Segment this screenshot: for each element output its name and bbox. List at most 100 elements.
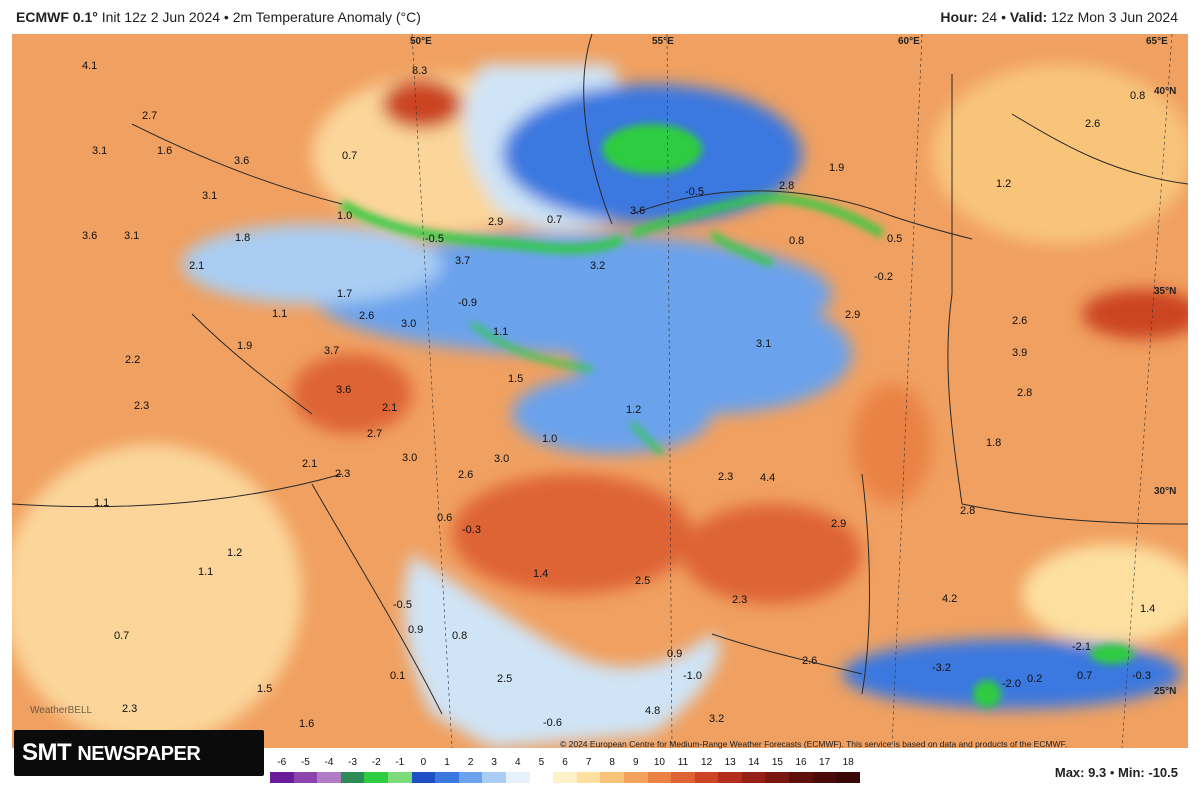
anomaly-value: 2.3	[335, 468, 350, 480]
copyright-notice: © 2024 European Centre for Medium-Range …	[560, 739, 1068, 749]
colorbar-tick: 6	[562, 757, 568, 768]
hour-value: 24	[981, 9, 998, 25]
valid-label: Valid:	[1009, 9, 1048, 25]
anomaly-value: 1.1	[198, 566, 213, 578]
anomaly-value-labels: 4.1 8.3 2.7 3.1 1.6 3.6 0.7 3.1 3.6 3.1 1.0 -0.5 1.8…	[82, 60, 1155, 730]
lat-lon-labels: 50°E 55°E 60°E 65°E 40°N 35°N 30°N 25°N	[410, 36, 1176, 697]
anomaly-value: 1.2	[996, 178, 1011, 190]
anomaly-value: 2.3	[122, 703, 137, 715]
anomaly-value: -0.9	[458, 297, 477, 309]
anomaly-value: 1.2	[626, 404, 641, 416]
colorbar-tick: 12	[701, 757, 713, 768]
colorbar-swatch	[623, 772, 648, 783]
anomaly-value: 1.4	[533, 568, 548, 580]
colorbar-tick: -5	[300, 757, 310, 768]
colorbar-swatch	[482, 772, 506, 783]
anomaly-value: 1.1	[493, 326, 508, 338]
anomaly-value: -0.5	[425, 233, 444, 245]
anomaly-value: 0.7	[1077, 670, 1092, 682]
lat-40-label: 40°N	[1154, 86, 1176, 97]
colorbar-swatch	[411, 772, 436, 783]
bullet: •	[1001, 9, 1006, 25]
max-label: Max:	[1054, 765, 1085, 780]
colorbar-tick: 4	[515, 757, 521, 768]
map-canvas[interactable]: 50°E 55°E 60°E 65°E 40°N 35°N 30°N 25°N …	[12, 34, 1188, 748]
max-value: 9.3	[1088, 765, 1107, 780]
colorbar-swatch	[458, 772, 483, 783]
anomaly-value: 2.3	[134, 400, 149, 412]
max-min-readout: Max: 9.3 • Min: -10.5	[1055, 765, 1178, 780]
colorbar-swatch	[505, 772, 530, 783]
colorbar-tick: 5	[538, 757, 545, 768]
colorbar-swatch	[317, 772, 341, 783]
anomaly-value: 3.0	[494, 453, 509, 465]
anomaly-value: 3.6	[82, 230, 97, 242]
temperature-anomaly-map[interactable]: 50°E 55°E 60°E 65°E 40°N 35°N 30°N 25°N …	[12, 34, 1188, 748]
anomaly-value: 2.7	[142, 110, 157, 122]
anomaly-value: 0.7	[114, 630, 129, 642]
country-borders	[12, 34, 1188, 715]
lat-35-label: 35°N	[1154, 286, 1176, 297]
anomaly-value: 3.6	[234, 155, 249, 167]
colorbar-swatch	[694, 772, 719, 783]
min-value: -10.5	[1148, 765, 1178, 780]
anomaly-value: 0.9	[408, 624, 423, 636]
anomaly-value: 2.8	[1017, 387, 1032, 399]
colorbar-swatch	[553, 772, 577, 783]
colorbar-swatch	[741, 772, 766, 783]
anomaly-value: 1.9	[829, 162, 844, 174]
colorbar-tick: -3	[348, 757, 358, 768]
anomaly-value: -3.2	[932, 662, 951, 674]
logo-main: SMT	[22, 739, 72, 766]
lon-65-label: 65°E	[1146, 36, 1168, 47]
lon-60-label: 60°E	[898, 36, 920, 47]
graticule	[411, 34, 1173, 748]
anomaly-value: 8.3	[412, 65, 427, 77]
anomaly-value: 1.0	[337, 210, 352, 222]
anomaly-value: 2.5	[635, 575, 650, 587]
logo-text: SMT NEWSPAPER	[22, 739, 201, 767]
anomaly-value: -2.1	[1072, 641, 1091, 653]
logo-sub: NEWSPAPER	[77, 743, 201, 765]
anomaly-value: 1.6	[157, 145, 172, 157]
colorbar-swatch	[600, 772, 624, 783]
colorbar-tick: 15	[771, 757, 783, 768]
anomaly-value: 3.7	[324, 345, 339, 357]
anomaly-value: 3.9	[1012, 347, 1027, 359]
init-time: Init 12z 2 Jun 2024	[101, 9, 221, 25]
anomaly-value: 1.8	[986, 437, 1001, 449]
anomaly-value: 2.9	[831, 518, 846, 530]
anomaly-value: -0.3	[462, 524, 481, 536]
colorbar-tick: 3	[491, 757, 497, 768]
colorbar-swatch	[812, 772, 837, 783]
anomaly-value: 4.8	[645, 705, 660, 717]
colorbar-tick: 16	[795, 757, 807, 768]
anomaly-value: 0.5	[887, 233, 902, 245]
anomaly-value: 3.1	[202, 190, 217, 202]
colorbar-tick: 8	[609, 757, 615, 768]
anomaly-value: 3.7	[455, 255, 470, 267]
hour-label: Hour:	[940, 9, 978, 25]
map-header: ECMWF 0.1° Init 12z 2 Jun 2024 • 2m Temp…	[0, 0, 1200, 34]
anomaly-value: 2.6	[458, 469, 473, 481]
anomaly-value: 0.6	[437, 512, 452, 524]
anomaly-value: 2.1	[382, 402, 397, 414]
anomaly-value: 2.3	[718, 471, 733, 483]
anomaly-value: -2.0	[1002, 678, 1021, 690]
anomaly-value: 3.6	[336, 384, 351, 396]
anomaly-value: 3.1	[92, 145, 107, 157]
colorbar-swatch	[718, 772, 742, 783]
anomaly-value: 3.0	[402, 452, 417, 464]
anomaly-value: 2.8	[960, 505, 975, 517]
anomaly-value: 1.6	[299, 718, 314, 730]
anomaly-value: 0.2	[1027, 673, 1042, 685]
colorbar-swatch	[647, 772, 672, 783]
colorbar-tick: 1	[444, 757, 450, 768]
colorbar-swatch	[340, 772, 365, 783]
anomaly-value: -0.5	[393, 599, 412, 611]
newspaper-logo: SMT NEWSPAPER	[14, 730, 264, 776]
anomaly-value: 2.6	[359, 310, 374, 322]
anomaly-value: 2.1	[302, 458, 317, 470]
colorbar-tick: 2	[467, 757, 474, 768]
anomaly-value: 4.2	[942, 593, 957, 605]
